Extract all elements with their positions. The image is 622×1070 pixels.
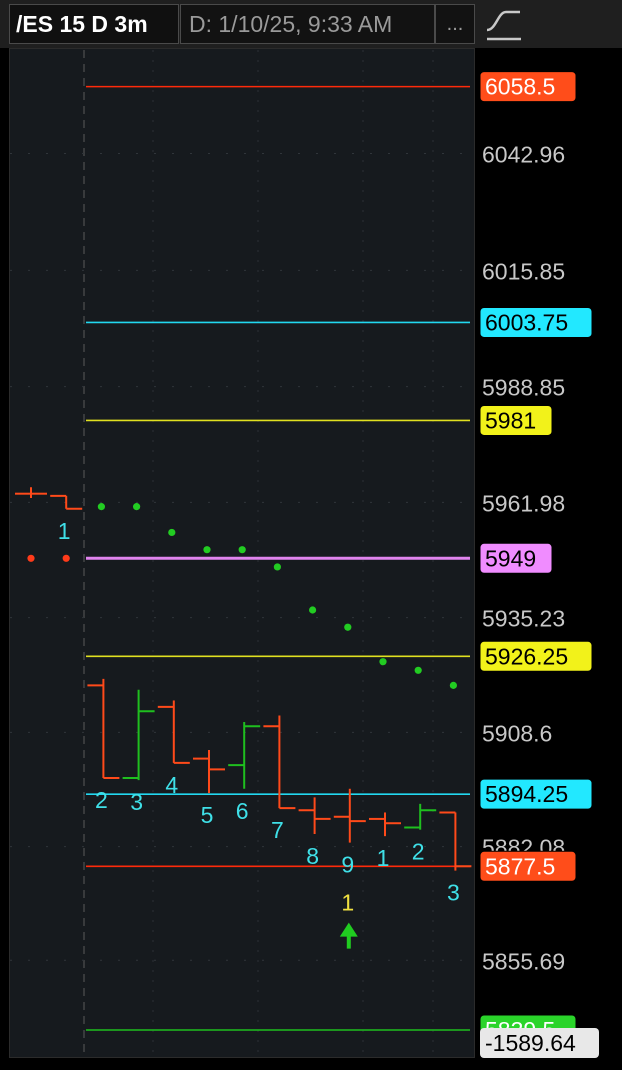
sequence-count-label: 6 [236,798,249,824]
y-tick-label: 5988.85 [482,375,565,401]
indicator-dot [238,546,246,554]
date-label: D: 1/10/25, 9:33 AM [189,10,393,37]
level-price-box[interactable] [479,542,553,574]
level-price-box[interactable] [479,71,577,103]
level-price-box[interactable] [479,850,577,882]
level-price-label: 5894.25 [485,781,568,807]
level-price-label: 6058.5 [485,74,555,100]
sequence-count-label: 1 [377,845,390,871]
chart-header: /ES 15 D 3m D: 1/10/25, 9:33 AM ... [0,0,622,48]
symbol-field[interactable]: /ES 15 D 3m [9,4,179,44]
sequence-count-label: 2 [95,787,108,813]
sequence-count-label: 2 [412,839,425,865]
bottom-readout-box [480,1028,599,1058]
sequence-count-label: 1 [58,518,71,544]
level-price-box[interactable] [479,306,593,338]
level-price-label: 5926.25 [485,643,568,669]
indicator-dot [168,528,176,537]
y-tick-label: 6042.96 [482,142,565,168]
level-price-label: 6003.75 [485,309,568,335]
sequence-count-label: 5 [201,802,214,828]
curve-icon[interactable] [484,6,524,42]
indicator-dot [344,623,352,631]
sequence-count-label: 9 [341,852,354,878]
sequence-count-label: 3 [130,789,143,815]
bottom-readout-label: -1589.64 [485,1030,576,1056]
indicator-dot [414,666,422,674]
y-tick-label: 5935.23 [482,606,565,632]
y-tick-label: 5961.98 [482,490,565,516]
sequence-count-label: 4 [165,772,178,798]
symbol-label: /ES 15 D 3m [16,10,148,37]
indicator-dot [203,546,211,554]
date-field[interactable]: D: 1/10/25, 9:33 AM [180,4,435,44]
indicator-dot [27,554,35,562]
more-label: ... [446,12,464,35]
level-price-box[interactable] [479,640,593,672]
level-price-box[interactable] [479,404,553,436]
indicator-dot [133,503,141,511]
level-price-label: 5949 [485,545,536,571]
indicator-dot [97,503,105,511]
level-price-label: 5981 [485,407,536,433]
sequence-count-label: 8 [306,843,319,869]
sequence-count-label: 3 [447,880,460,906]
y-tick-label: 5908.6 [482,720,552,746]
indicator-dot [62,554,70,562]
indicator-dot [273,563,281,571]
signal-label: 1 [341,890,354,916]
y-tick-label: 6015.85 [482,258,565,284]
sequence-count-label: 7 [271,817,284,843]
more-button[interactable]: ... [435,4,475,44]
level-price-label: 5877.5 [485,853,555,879]
y-tick-label: 5855.69 [482,948,565,974]
level-price-box[interactable] [479,778,593,810]
indicator-dot [379,658,387,666]
indicator-dot [309,606,317,614]
indicator-dot [449,681,457,689]
signal-arrow-icon [339,922,358,937]
